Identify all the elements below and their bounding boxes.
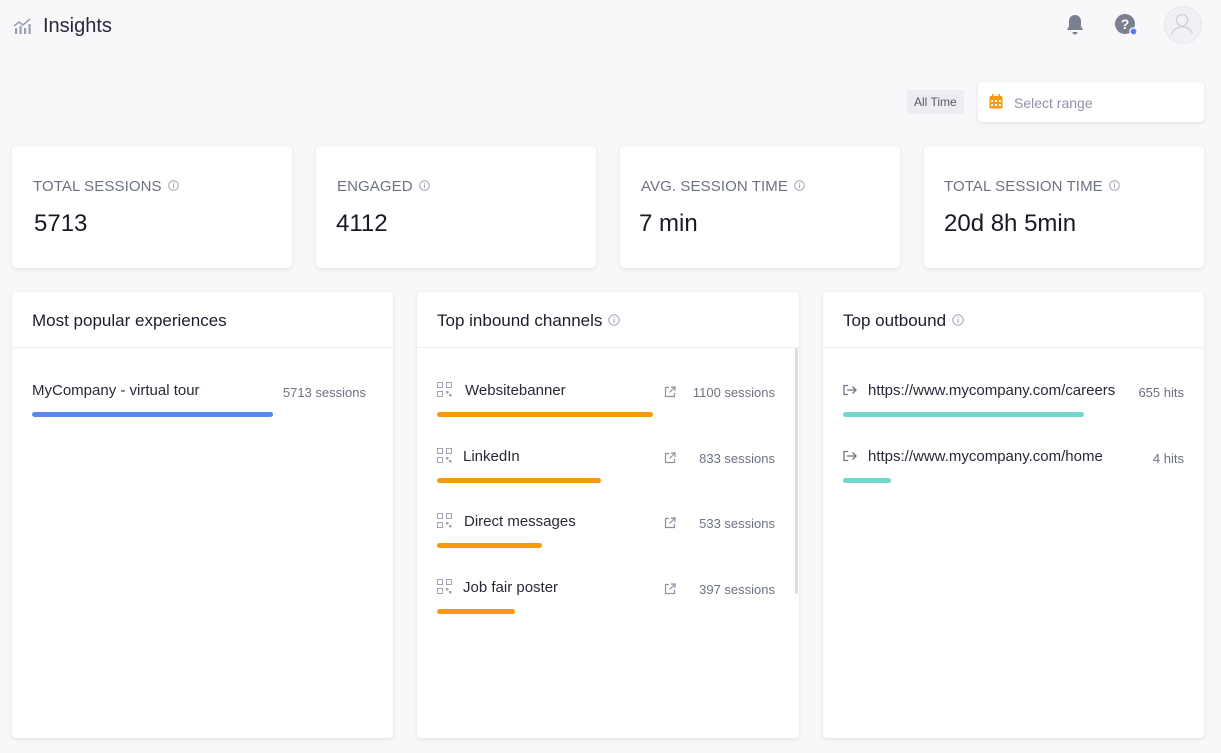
panel-title: Top outbound	[843, 311, 964, 331]
list-item[interactable]: Job fair poster 397 sessions	[417, 579, 799, 639]
session-count: 533 sessions	[699, 516, 775, 531]
panel-title: Most popular experiences	[32, 311, 227, 330]
stat-value: 20d 8h 5min	[944, 210, 1077, 237]
inbound-bar	[437, 543, 542, 548]
external-link-icon[interactable]	[664, 386, 676, 398]
total-session-time-card: TOTAL SESSION TIME 20d 8h 5min	[924, 146, 1204, 268]
outbound-arrow-icon	[843, 450, 857, 462]
panel-header: Top outbound	[823, 292, 1204, 348]
info-icon[interactable]	[167, 180, 179, 191]
engaged-card: ENGAGED 4112	[316, 146, 596, 268]
channel-name: Websitebanner	[465, 382, 566, 399]
external-link-icon[interactable]	[664, 452, 676, 464]
inbound-bar	[437, 609, 515, 614]
range-placeholder: Select range	[1014, 95, 1093, 111]
experience-name: MyCompany - virtual tour	[32, 382, 200, 399]
top-bar: Insights ?	[0, 0, 1221, 52]
stat-value: 5713	[34, 210, 88, 237]
list-item[interactable]: Websitebanner 1100 sessions	[417, 382, 799, 442]
help-icon[interactable]: ?	[1114, 13, 1138, 37]
stat-label-text: TOTAL SESSION TIME	[944, 178, 1103, 195]
user-icon	[1170, 13, 1194, 35]
popular-bar	[32, 412, 273, 417]
inbound-bar	[437, 478, 601, 483]
avg-session-time-card: AVG. SESSION TIME 7 min	[620, 146, 900, 268]
outbound-url[interactable]: https://www.mycompany.com/home	[868, 448, 1103, 465]
channel-name: LinkedIn	[463, 448, 520, 465]
stat-label: ENGAGED	[337, 178, 430, 195]
date-range-picker[interactable]: Select range	[978, 82, 1204, 122]
calendar-icon	[989, 94, 1003, 109]
qr-code-icon	[437, 448, 452, 463]
list-item[interactable]: https://www.mycompany.com/careers 655 hi…	[823, 382, 1204, 442]
external-link-icon[interactable]	[664, 583, 676, 595]
session-count: 1100 sessions	[692, 385, 775, 400]
outbound-url[interactable]: https://www.mycompany.com/careers	[868, 382, 1116, 399]
info-icon[interactable]	[952, 314, 964, 326]
stat-label-text: TOTAL SESSIONS	[33, 178, 162, 195]
outbound-bar	[843, 412, 1084, 417]
total-sessions-card: TOTAL SESSIONS 5713	[12, 146, 292, 268]
stat-label: TOTAL SESSION TIME	[944, 178, 1120, 195]
inbound-scrollbar[interactable]	[795, 348, 798, 594]
session-count: 397 sessions	[699, 582, 775, 597]
outbound-panel: Top outbound https://www.mycompany.com/c…	[823, 292, 1204, 738]
insights-chart-icon	[13, 18, 31, 34]
info-icon[interactable]	[794, 180, 805, 191]
qr-code-icon	[437, 513, 452, 528]
panel-header: Most popular experiences	[12, 292, 393, 348]
session-count: 833 sessions	[699, 451, 775, 466]
channel-name: Direct messages	[464, 513, 576, 530]
channel-name: Job fair poster	[463, 579, 559, 596]
panel-header: Top inbound channels	[417, 292, 799, 348]
list-item[interactable]: Direct messages 533 sessions	[417, 513, 799, 573]
inbound-channels-panel: Top inbound channels Websitebanner 1100 …	[417, 292, 799, 738]
outbound-arrow-icon	[843, 384, 857, 396]
session-count: 5713 sessions	[282, 385, 366, 400]
notifications-bell-icon[interactable]	[1064, 13, 1086, 37]
info-icon[interactable]	[418, 180, 430, 191]
inbound-bar	[437, 412, 653, 417]
page-title: Insights	[43, 15, 112, 37]
list-item[interactable]: MyCompany - virtual tour 5713 sessions	[12, 382, 393, 442]
qr-code-icon	[437, 579, 452, 594]
stat-value: 4112	[336, 210, 388, 237]
stat-label: AVG. SESSION TIME	[641, 178, 805, 195]
info-icon[interactable]	[608, 314, 621, 326]
hit-count: 655 hits	[1138, 385, 1184, 400]
stat-label-text: ENGAGED	[337, 178, 413, 195]
panel-title: Top inbound channels	[437, 311, 621, 331]
popular-experiences-panel: Most popular experiences MyCompany - vir…	[12, 292, 393, 738]
all-time-chip[interactable]: All Time	[907, 90, 964, 114]
stat-label-text: AVG. SESSION TIME	[641, 178, 789, 195]
info-icon[interactable]	[1108, 180, 1120, 191]
stat-label: TOTAL SESSIONS	[33, 178, 179, 195]
user-avatar[interactable]	[1164, 6, 1202, 44]
hit-count: 4 hits	[1152, 451, 1184, 466]
panel-title-text: Top inbound channels	[437, 311, 603, 330]
list-item[interactable]: LinkedIn 833 sessions	[417, 448, 799, 508]
outbound-bar	[843, 478, 891, 483]
stat-value: 7 min	[639, 210, 698, 237]
panel-title-text: Top outbound	[843, 311, 947, 330]
svg-text:?: ?	[1121, 16, 1130, 32]
qr-code-icon	[437, 382, 452, 397]
list-item[interactable]: https://www.mycompany.com/home 4 hits	[823, 448, 1204, 508]
external-link-icon[interactable]	[664, 517, 676, 529]
